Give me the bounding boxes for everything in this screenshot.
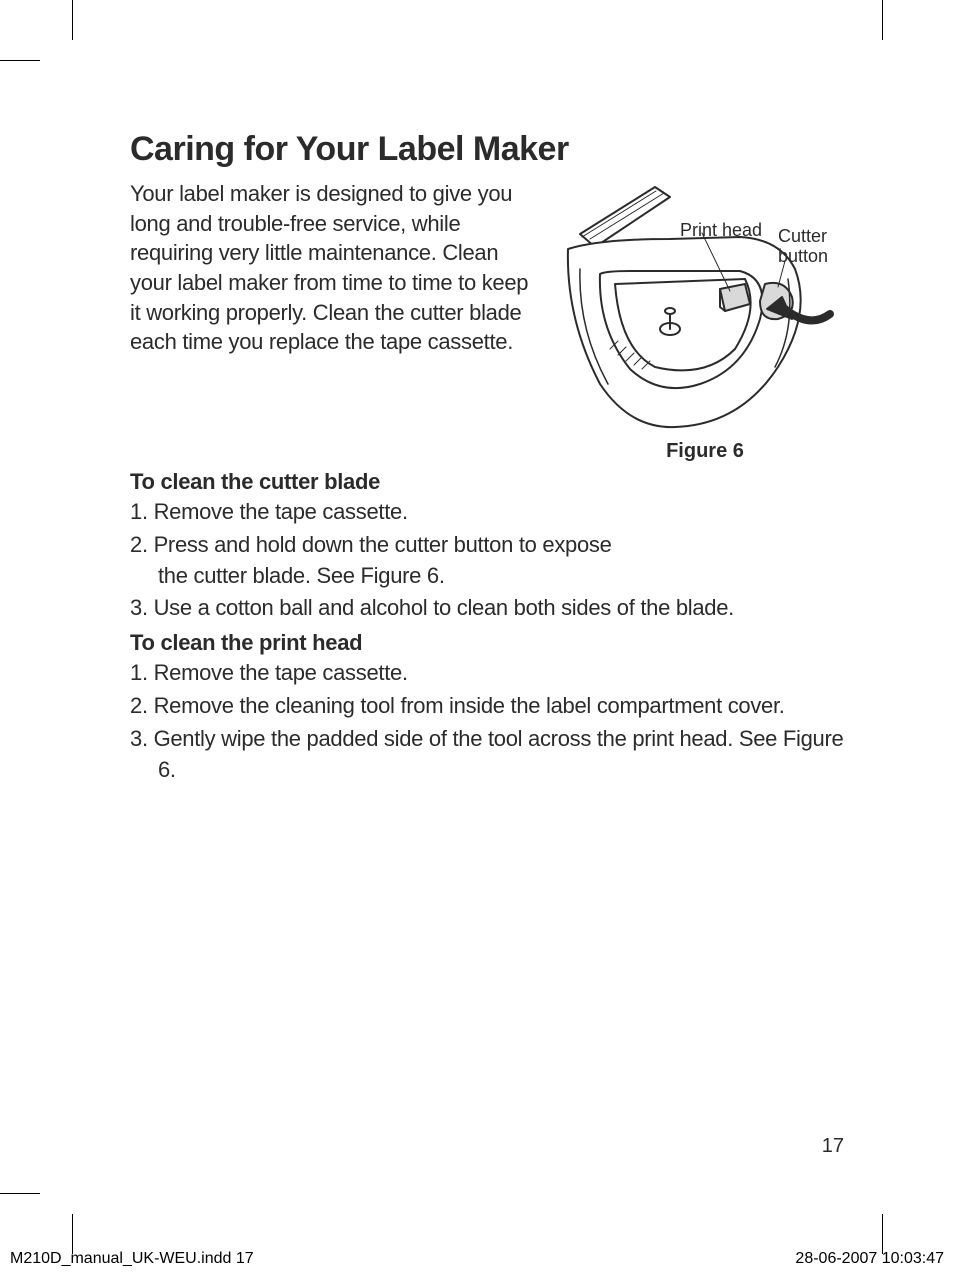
imposition-footer: M210D_manual_UK-WEU.indd 17 28-06-2007 1… [10, 1250, 944, 1268]
list-item: Remove the tape cassette. [130, 658, 850, 689]
crop-mark [72, 0, 73, 40]
footer-file: M210D_manual_UK-WEU.indd 17 [10, 1250, 254, 1268]
callout-cutter-l1: Cutter [778, 226, 827, 246]
crop-mark [0, 60, 40, 61]
callout-print-head: Print head [680, 221, 762, 241]
figure-caption: Figure 6 [560, 440, 850, 463]
list-item: Use a cotton ball and alcohol to clean b… [130, 593, 850, 624]
list-item: Press and hold down the cutter button to… [130, 530, 620, 592]
page-number: 17 [822, 1135, 844, 1158]
list-item: Gently wipe the padded side of the tool … [130, 724, 850, 786]
callout-cutter-l2: button [778, 246, 828, 266]
subhead-print-head: To clean the print head [130, 630, 850, 656]
list-item: Remove the cleaning tool from inside the… [130, 691, 850, 722]
footer-datetime: 28-06-2007 10:03:47 [795, 1250, 944, 1268]
page-content: Caring for Your Label Maker Your label m… [130, 130, 850, 787]
crop-mark [882, 0, 883, 40]
figure-6: Print head Cutter button [560, 179, 850, 463]
steps-print-head: Remove the tape cassette. Remove the cle… [130, 658, 850, 785]
label-maker-illustration [560, 179, 850, 434]
intro-paragraph: Your label maker is designed to give you… [130, 179, 542, 463]
crop-mark [72, 1214, 73, 1254]
page-title: Caring for Your Label Maker [130, 130, 850, 169]
list-item: Remove the tape cassette. [130, 497, 850, 528]
subhead-cutter-blade: To clean the cutter blade [130, 469, 850, 495]
crop-mark [882, 1214, 883, 1254]
callout-cutter-button: Cutter button [778, 227, 828, 267]
steps-cutter-blade: Remove the tape cassette. Press and hold… [130, 497, 850, 624]
crop-mark [0, 1193, 40, 1194]
